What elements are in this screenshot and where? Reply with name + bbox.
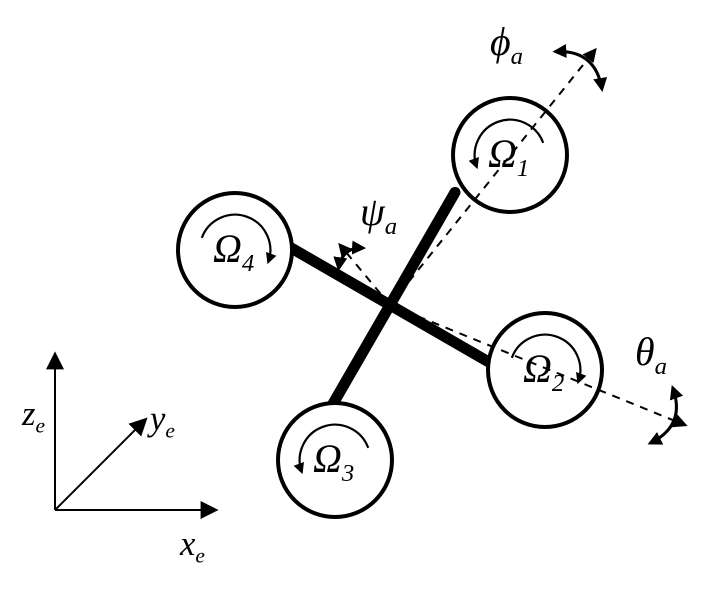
z-axis-label: ze (21, 395, 45, 438)
theta-rotation-arc (650, 388, 676, 444)
y-axis-label: ye (147, 400, 175, 443)
psi-label: ψa (360, 189, 397, 240)
quadrotor-diagram: Ω1Ω2Ω3Ω4ϕaθaψaxeyeze (0, 0, 718, 590)
axis-y (55, 420, 145, 510)
phi-label: ϕa (490, 19, 523, 70)
x-axis-label: xe (179, 525, 205, 568)
theta-label: θa (635, 329, 667, 380)
